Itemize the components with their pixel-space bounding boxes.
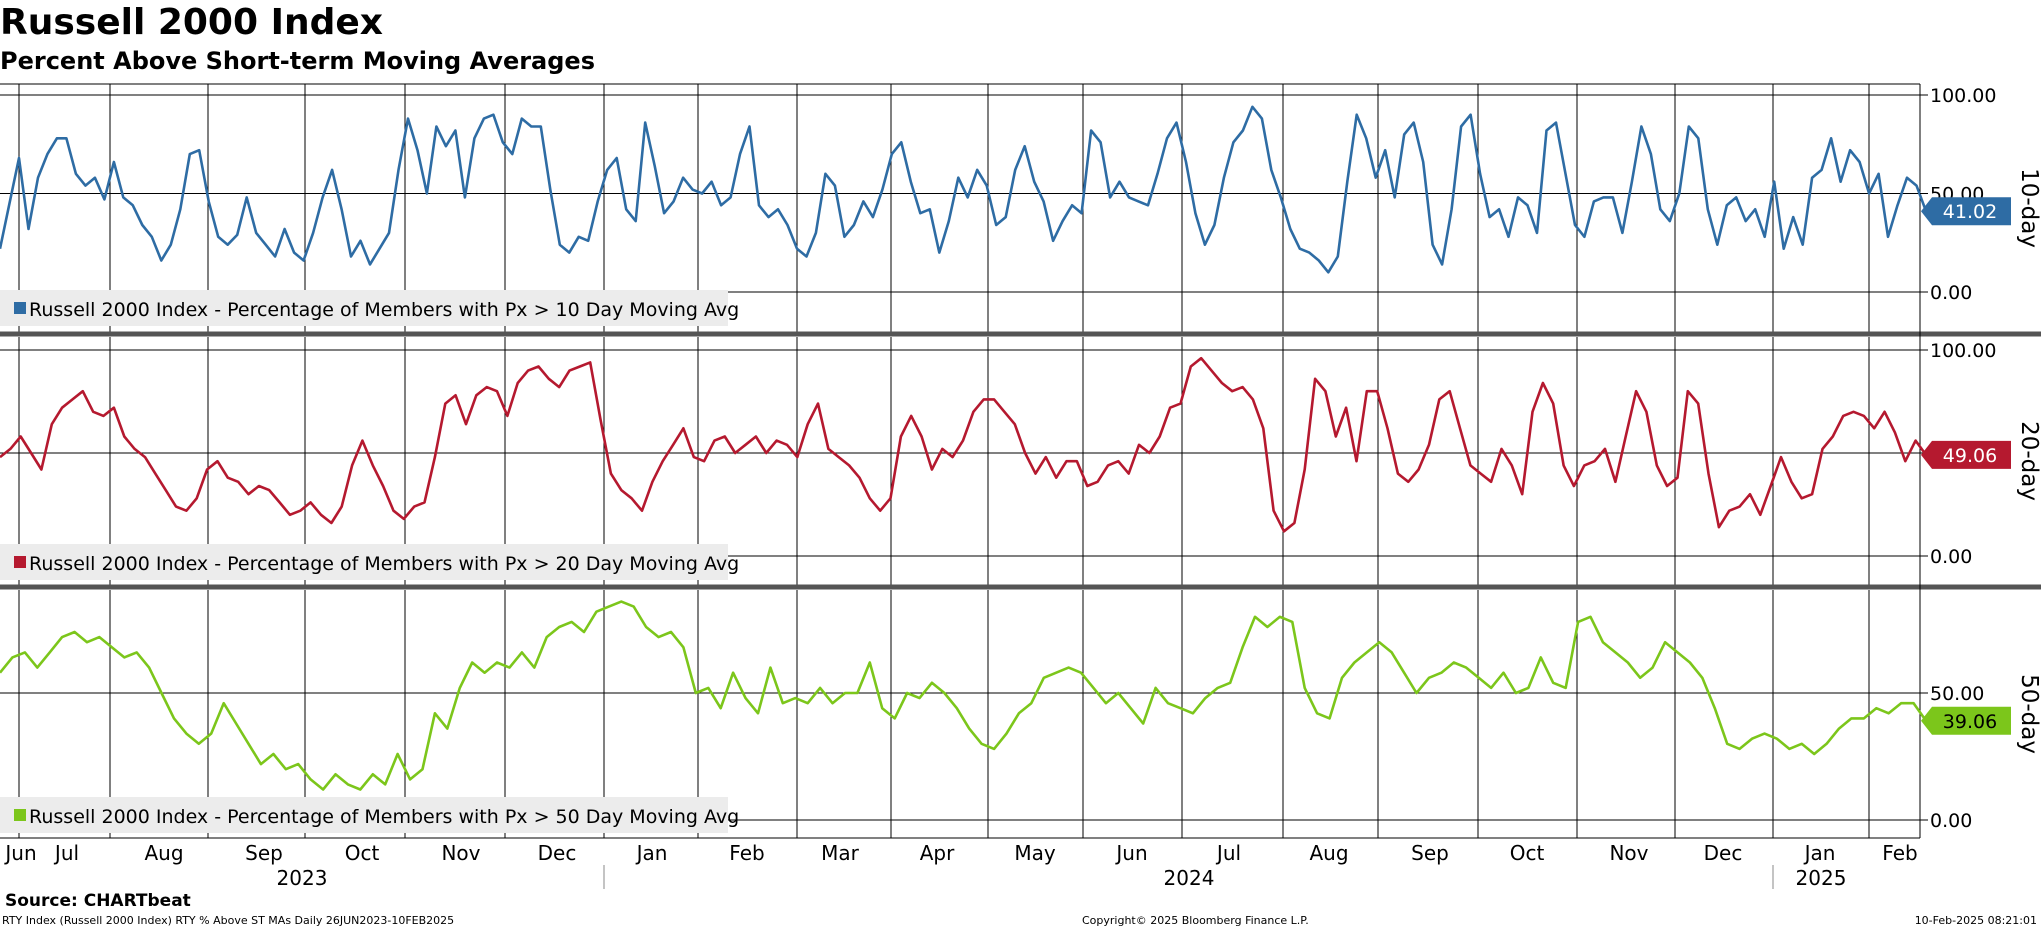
last-value-label: 49.06 [1943,445,1997,467]
legend-swatch [14,809,26,821]
legend-box [0,544,728,580]
x-tick-label-month: Mar [821,841,860,865]
x-tick-label-year: 2025 [1796,866,1847,890]
chart-title: Russell 2000 Index [0,2,383,43]
x-tick-label-year: 2024 [1164,866,1215,890]
legend-label: Russell 2000 Index - Percentage of Membe… [29,806,739,828]
x-tick-label-month: Nov [1609,841,1648,865]
x-tick-label-month: Jan [1803,841,1836,865]
footer-copyright: Copyright© 2025 Bloomberg Finance L.P. [1082,914,1309,927]
x-tick-label-month: Dec [538,841,577,865]
x-tick-label-month: Jun [3,841,36,865]
series-line-50-day [0,600,1928,791]
last-value-label: 39.06 [1943,711,1997,733]
x-tick-label-month: Oct [1510,841,1545,865]
footer-left: RTY Index (Russell 2000 Index) RTY % Abo… [2,914,455,927]
last-value-tag [1921,706,2011,735]
x-tick-label-month: Aug [144,841,183,865]
panel-label: 20-day [2016,421,2041,501]
y-tick-label: 0.00 [1930,810,1972,832]
legend-label: Russell 2000 Index - Percentage of Membe… [29,553,739,575]
x-tick-label-month: Aug [1309,841,1348,865]
panel-label: 10-day [2016,168,2041,248]
legend-box [0,797,728,833]
x-tick-label-month: Oct [345,841,380,865]
x-tick-label-month: Jan [635,841,668,865]
last-value-tag [1921,197,2011,226]
x-tick-label-month: Sep [245,841,283,865]
legend-swatch [14,556,26,568]
x-tick-label-month: Nov [441,841,480,865]
legend-label: Russell 2000 Index - Percentage of Membe… [29,299,739,321]
panel-label: 50-day [2016,674,2041,754]
last-value-tag [1921,440,2011,469]
x-tick-label-month: Dec [1704,841,1743,865]
x-tick-label-year: 2023 [277,866,328,890]
last-value-label: 41.02 [1943,201,1997,223]
y-tick-label: 50.00 [1930,683,1984,705]
y-tick-label: 100.00 [1930,340,1996,362]
source-label: Source: CHARTbeat [5,891,191,911]
legend-swatch [14,302,26,314]
x-tick-label-month: Jul [53,841,79,865]
y-tick-label: 100.00 [1930,85,1996,107]
x-tick-label-month: Apr [920,841,955,865]
x-tick-label-month: Jul [1215,841,1241,865]
x-tick-label-month: Sep [1411,841,1449,865]
x-tick-label-month: Jun [1114,841,1147,865]
chart-subtitle: Percent Above Short-term Moving Averages [0,47,595,75]
legend-box [0,290,728,326]
y-tick-label: 0.00 [1930,282,1972,304]
series-line-20-day [0,356,1928,533]
x-tick-label-month: May [1014,841,1056,865]
series-line-10-day [0,105,1928,274]
y-tick-label: 0.00 [1930,546,1972,568]
x-tick-label-month: Feb [1882,841,1917,865]
x-tick-label-month: Feb [729,841,764,865]
footer-timestamp: 10-Feb-2025 08:21:01 [1914,914,2037,927]
